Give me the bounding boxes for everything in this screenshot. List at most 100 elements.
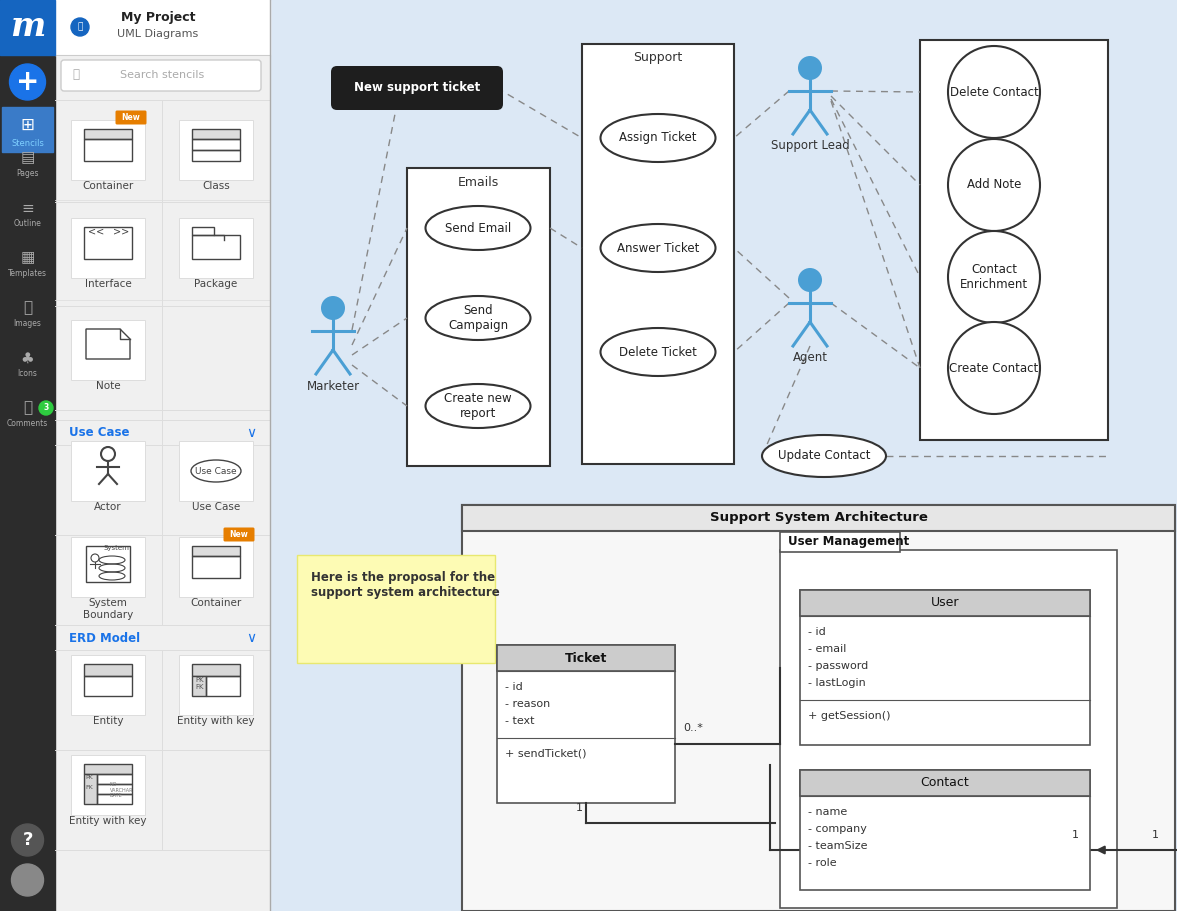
Text: Support Lead: Support Lead [771,139,850,152]
Text: Actor: Actor [94,502,121,512]
Bar [84,227,132,259]
Text: - password: - password [807,661,869,671]
Text: ▤: ▤ [20,150,34,166]
Bar [206,676,240,696]
Circle shape [798,56,822,80]
Bar [97,784,132,794]
Bar [581,44,734,464]
Bar [463,505,1175,911]
Text: Container: Container [191,598,241,608]
Circle shape [947,322,1040,414]
Text: Create new
report: Create new report [444,392,512,420]
Bar [71,537,145,597]
Text: - company: - company [807,824,867,834]
Bar [192,546,240,556]
Bar [97,774,132,784]
Bar [192,227,214,235]
Text: ∨: ∨ [246,631,257,645]
Bar [84,139,132,161]
Text: System: System [104,545,128,551]
Text: + getSession(): + getSession() [807,711,891,721]
Bar [192,129,240,139]
Text: Send
Campaign: Send Campaign [448,304,508,332]
Text: PK: PK [195,677,204,683]
Bar [192,556,240,578]
Text: 0..*: 0..* [683,723,703,733]
Bar [71,218,145,278]
Circle shape [12,864,44,896]
Text: Templates: Templates [8,269,47,278]
Bar [84,129,132,139]
Bar [192,150,240,161]
Text: 🖼: 🖼 [22,301,32,315]
Text: +: + [15,68,39,96]
Text: Answer Ticket: Answer Ticket [617,241,699,254]
Ellipse shape [426,296,531,340]
Bar [71,655,145,715]
Text: My Project: My Project [121,11,195,24]
Text: - text: - text [505,716,534,726]
Bar [84,764,132,774]
Text: New: New [121,113,140,122]
Text: Outline: Outline [14,219,41,228]
Text: FK: FK [195,684,204,690]
Text: m: m [9,11,45,44]
Bar [800,770,1090,890]
Bar [179,218,253,278]
Text: ♣: ♣ [21,351,34,365]
Bar [84,676,132,696]
Text: Entity with key: Entity with key [69,816,147,826]
Text: New: New [230,530,248,539]
Bar [84,664,132,676]
Bar [800,770,1090,796]
Bar [297,555,496,663]
Ellipse shape [762,435,886,477]
Text: System
Boundary: System Boundary [82,598,133,619]
Text: PK: PK [85,775,93,780]
Text: - id: - id [807,627,826,637]
Circle shape [947,231,1040,323]
Text: Images: Images [14,319,41,327]
Text: Entity with key: Entity with key [178,716,254,726]
Text: Pages: Pages [16,169,39,178]
Text: Delete Contact: Delete Contact [950,86,1038,98]
Ellipse shape [426,206,531,250]
Bar [270,0,1177,911]
Bar [463,505,1175,531]
Bar [780,532,900,552]
Bar [71,441,145,501]
Text: 1: 1 [1072,830,1079,840]
Text: Interface: Interface [85,279,132,289]
Circle shape [947,46,1040,138]
Text: Send Email: Send Email [445,221,511,234]
Text: Support: Support [633,52,683,65]
Text: - email: - email [807,644,846,654]
Text: - role: - role [807,858,837,868]
Text: Emails: Emails [458,176,499,189]
Bar [192,235,240,259]
Text: - reason: - reason [505,699,551,709]
Text: Agent: Agent [792,352,827,364]
Text: ▦: ▦ [20,251,34,265]
Circle shape [798,268,822,292]
Bar [497,645,674,803]
Text: User: User [931,597,959,609]
Text: Entity: Entity [93,716,124,726]
Bar [192,676,206,696]
Bar [86,546,129,582]
Bar [780,550,1117,908]
Text: Ticket: Ticket [565,651,607,664]
FancyBboxPatch shape [331,66,503,110]
Bar [179,441,253,501]
Text: ≡: ≡ [21,200,34,216]
Circle shape [321,296,345,320]
Bar [407,168,550,466]
Text: Delete Ticket: Delete Ticket [619,345,697,359]
Text: Support System Architecture: Support System Architecture [710,511,927,525]
Text: Contact
Enrichment: Contact Enrichment [960,263,1028,291]
Text: Search stencils: Search stencils [120,70,204,80]
Ellipse shape [600,224,716,272]
Text: <<: << [88,227,105,237]
Circle shape [39,401,53,415]
Text: Use Case: Use Case [192,502,240,512]
